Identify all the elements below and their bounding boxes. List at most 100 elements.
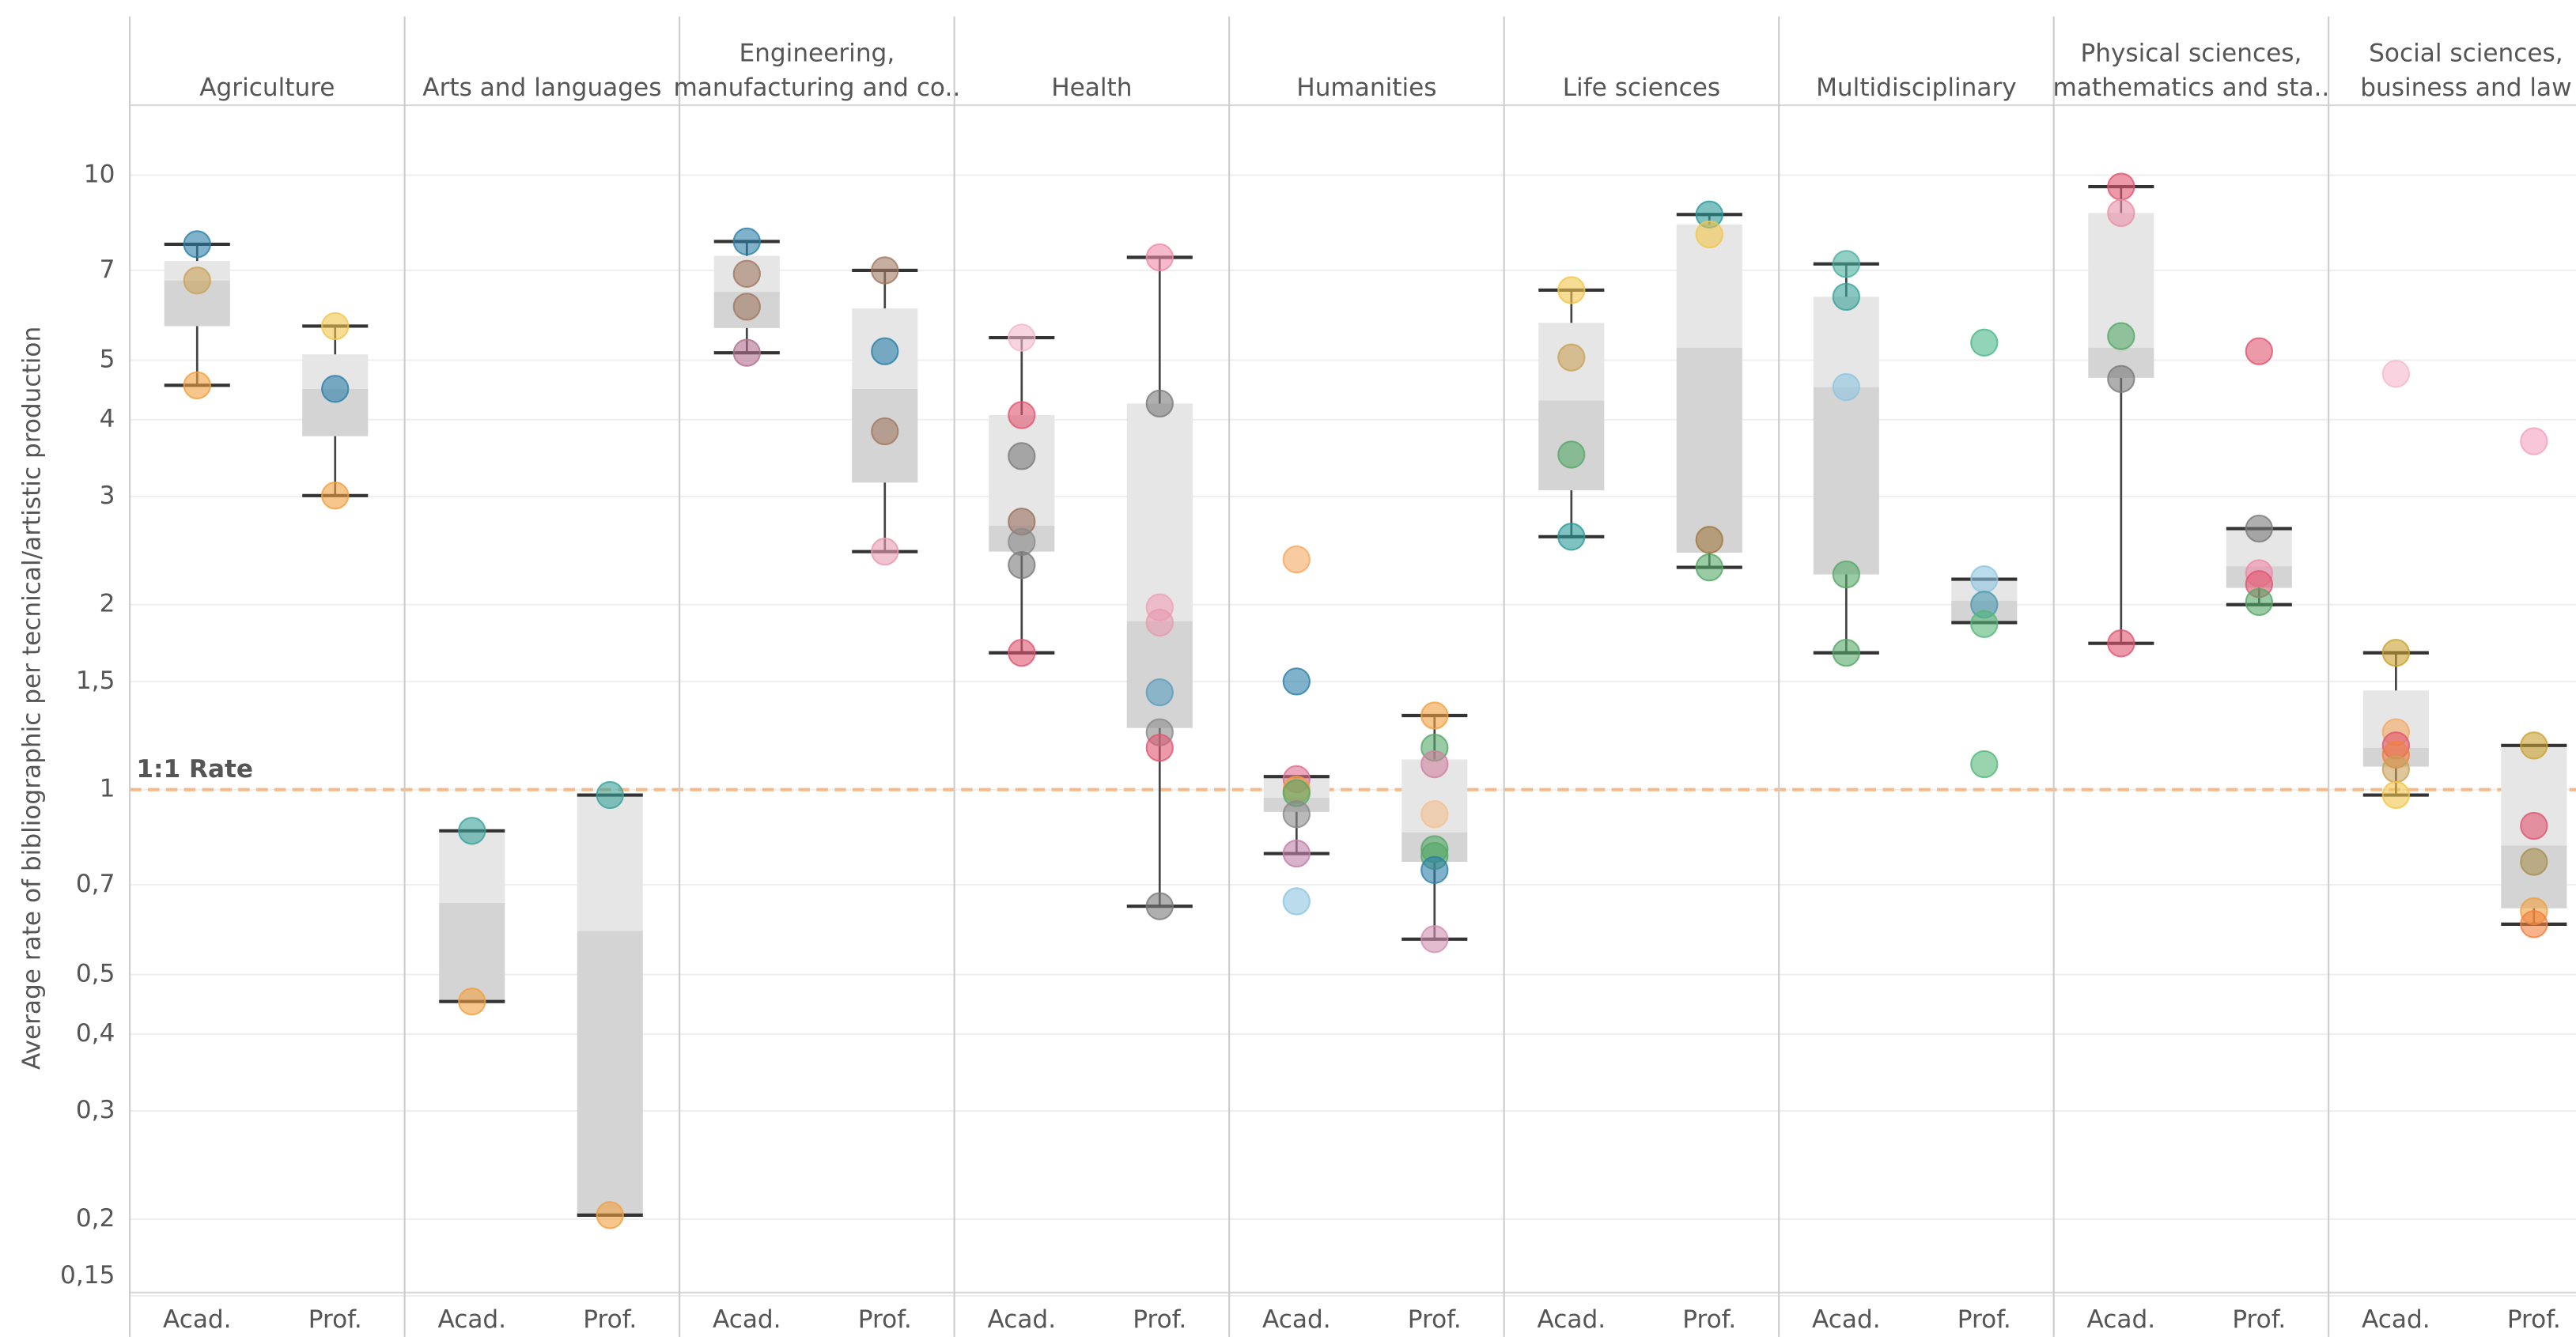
data-point [2107, 322, 2135, 350]
data-point [321, 375, 350, 403]
data-point [871, 537, 899, 566]
data-point [2381, 360, 2410, 388]
data-point [1557, 276, 1586, 304]
data-point [1145, 734, 1174, 762]
data-point [1145, 892, 1174, 920]
x-tick-label: Prof. [1133, 1305, 1186, 1334]
data-point [2107, 198, 2135, 228]
data-point [1008, 638, 1036, 667]
data-point [1695, 553, 1723, 582]
data-point [458, 817, 486, 845]
x-tick-label: Prof. [2232, 1305, 2286, 1334]
data-point [2520, 910, 2548, 939]
facet-title: Humanities [1296, 74, 1436, 102]
data-point [1970, 750, 1999, 779]
data-point [1282, 545, 1311, 574]
data-point [2381, 755, 2410, 784]
x-tick-label: Prof. [1682, 1305, 1736, 1334]
data-point [2107, 629, 2135, 658]
data-point [2245, 514, 2273, 543]
data-point [183, 266, 211, 295]
data-point [1832, 638, 1860, 667]
data-point [2520, 811, 2548, 840]
data-point [2381, 780, 2410, 810]
facet-title: manufacturing and co.. [673, 74, 960, 102]
data-point [183, 230, 211, 259]
y-tick-label: 1,5 [76, 667, 115, 695]
data-point [1008, 442, 1036, 470]
x-tick-label: Acad. [987, 1305, 1056, 1334]
data-point [1282, 839, 1311, 868]
data-point [2107, 172, 2135, 201]
data-point [1557, 343, 1586, 372]
data-point [321, 312, 350, 341]
x-tick-label: Acad. [2087, 1305, 2156, 1334]
facet-title: mathematics and sta.. [2052, 74, 2329, 102]
x-tick-label: Acad. [163, 1305, 232, 1334]
y-tick-label: 0,4 [76, 1019, 115, 1048]
data-point [1970, 328, 1999, 357]
box-upper [989, 414, 1055, 526]
facet-title: Social sciences, [2369, 40, 2563, 68]
y-tick-label: 3 [100, 482, 115, 510]
data-point [1282, 800, 1311, 829]
facet-title: Arts and languages [422, 74, 661, 102]
data-point [1420, 750, 1449, 779]
box-upper [1813, 296, 1879, 387]
data-point [732, 293, 761, 321]
data-point [1420, 925, 1449, 954]
facet-title: Health [1051, 74, 1132, 102]
x-tick-label: Acad. [1262, 1305, 1331, 1334]
data-point [871, 256, 899, 285]
data-point [1832, 282, 1860, 312]
box-lower [439, 903, 505, 1002]
data-point [1145, 243, 1174, 272]
facet-title: business and law [2360, 74, 2571, 102]
data-point [1420, 701, 1449, 730]
box-lower [577, 931, 643, 1215]
facet-title: Engineering, [739, 40, 895, 68]
y-tick-label: 7 [100, 255, 115, 284]
data-point [2245, 337, 2273, 365]
y-tick-label: 2 [100, 590, 115, 618]
y-tick-label: 0,2 [76, 1204, 115, 1233]
x-tick-label: Prof. [1958, 1305, 2011, 1334]
data-point [871, 417, 899, 446]
box-upper [1126, 403, 1193, 621]
y-tick-label: 0,7 [76, 870, 115, 898]
x-tick-label: Acad. [2362, 1305, 2430, 1334]
data-point [1145, 678, 1174, 707]
data-point [1970, 565, 1999, 594]
x-tick-label: Acad. [1537, 1305, 1606, 1334]
data-point [1420, 800, 1449, 829]
data-point [596, 780, 624, 810]
data-point [458, 988, 486, 1016]
box-lower [1126, 621, 1193, 728]
data-point [1008, 551, 1036, 580]
box-upper [577, 795, 643, 931]
y-axis-title: Average rate of bibliographic per tecnic… [18, 327, 47, 1070]
data-point [732, 227, 761, 256]
y-tick-label: 5 [100, 346, 115, 374]
facet-title: Life sciences [1563, 74, 1720, 102]
data-point [1695, 526, 1723, 554]
data-point [1832, 560, 1860, 589]
data-point [1145, 608, 1174, 637]
data-point [2245, 587, 2273, 617]
x-tick-label: Acad. [437, 1305, 506, 1334]
data-point [1557, 523, 1586, 551]
y-tick-label: 0,3 [76, 1096, 115, 1124]
reference-label: 1:1 Rate [136, 755, 253, 784]
data-point [1008, 401, 1036, 429]
data-point [1282, 887, 1311, 916]
y-tick-label: 10 [84, 161, 115, 189]
x-tick-label: Prof. [858, 1305, 912, 1334]
data-point [183, 371, 211, 400]
data-point [1832, 250, 1860, 278]
data-point [2520, 427, 2548, 455]
data-point [732, 259, 761, 288]
data-point [2381, 638, 2410, 667]
y-tick-label: 0,5 [76, 960, 115, 988]
data-point [732, 338, 761, 367]
